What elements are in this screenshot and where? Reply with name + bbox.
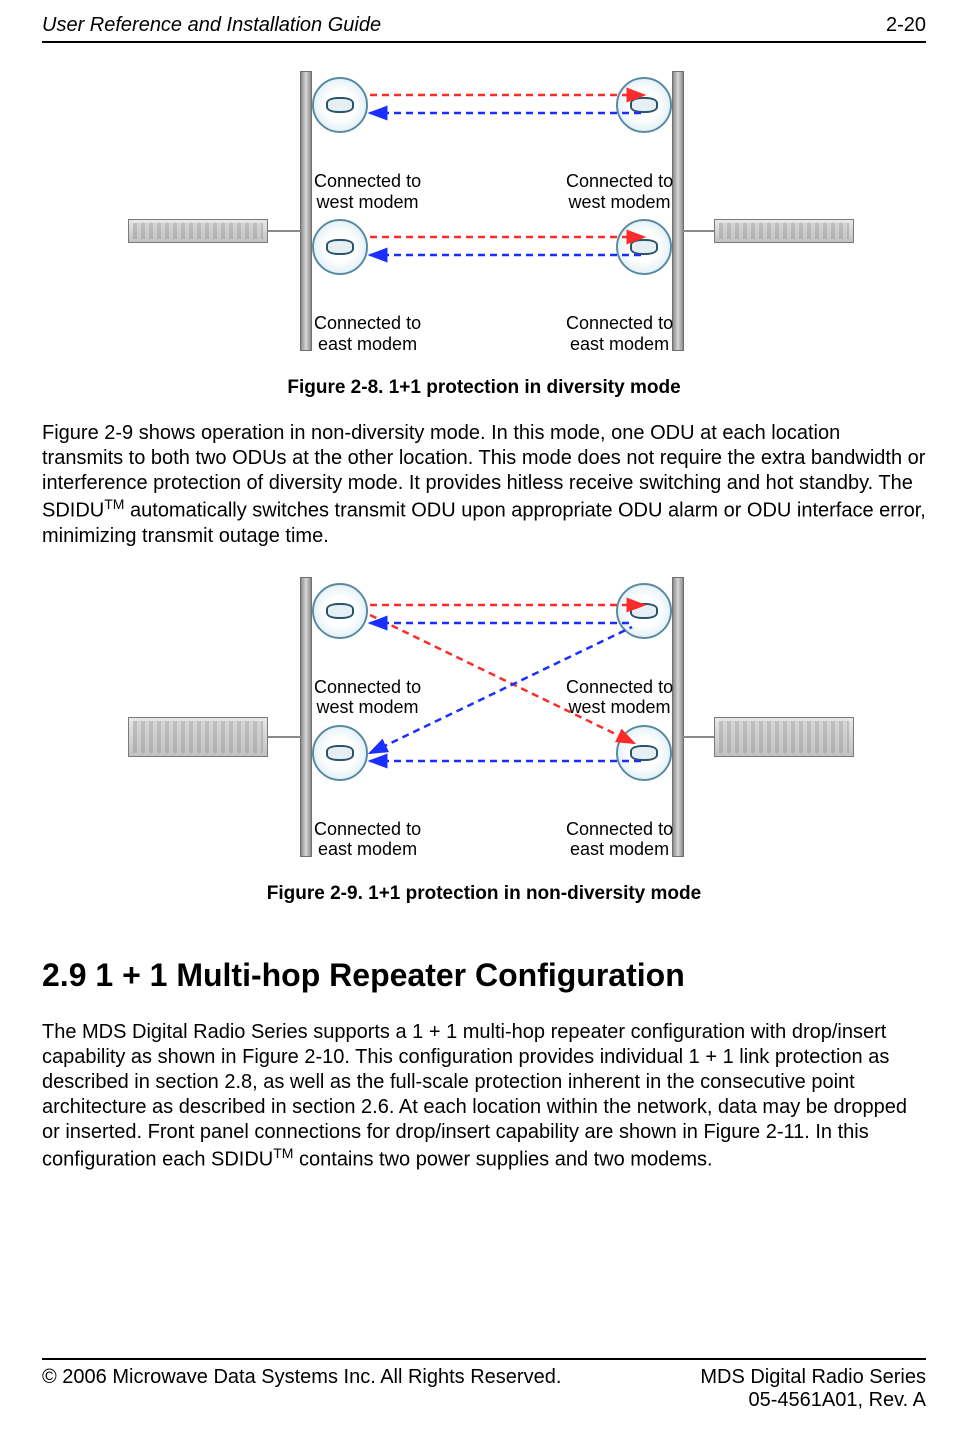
paragraph-1: Figure 2-9 shows operation in non-divers…	[42, 421, 926, 549]
paragraph-2b: contains two power supplies and two mode…	[293, 1148, 712, 1170]
label-tl2-line1: Connected to	[314, 677, 421, 697]
idu-left	[128, 219, 268, 243]
figure-2-8-caption: Figure 2-8. 1+1 protection in diversity …	[287, 377, 680, 399]
label-br2-line1: Connected to	[566, 819, 673, 839]
odu-bottom-right-2	[616, 725, 672, 781]
header-page-number: 2-20	[886, 14, 926, 37]
label-br-2: Connected to east modem	[566, 819, 673, 860]
odu-bottom-left	[312, 219, 368, 275]
idu-right	[714, 219, 854, 243]
label-tl-line1: Connected to	[314, 171, 421, 191]
header-title: User Reference and Installation Guide	[42, 14, 381, 37]
page-footer: © 2006 Microwave Data Systems Inc. All R…	[42, 1358, 926, 1412]
label-br-line2: east modem	[570, 334, 669, 354]
odu-top-left-2	[312, 583, 368, 639]
label-br2-line2: east modem	[570, 839, 669, 859]
pole-left	[300, 71, 312, 351]
figure-2-8-diagram: Connected to west modem Connected to wes…	[114, 61, 854, 361]
figure-2-9: Connected to west modem Connected to wes…	[42, 567, 926, 923]
pole-right-2	[672, 577, 684, 857]
idu-left-2	[128, 717, 268, 757]
paragraph-1b: automatically switches transmit ODU upon…	[42, 500, 926, 547]
paragraph-2-sup: TM	[273, 1145, 293, 1161]
label-tr-line2: west modem	[569, 192, 671, 212]
label-bl-line2: east modem	[318, 334, 417, 354]
footer-left: © 2006 Microwave Data Systems Inc. All R…	[42, 1366, 561, 1412]
label-bl2-line2: east modem	[318, 839, 417, 859]
label-bl-line1: Connected to	[314, 313, 421, 333]
paragraph-2: The MDS Digital Radio Series supports a …	[42, 1020, 926, 1173]
odu-bottom-right	[616, 219, 672, 275]
pole-left-2	[300, 577, 312, 857]
footer-right-line1: MDS Digital Radio Series	[700, 1366, 926, 1389]
pole-right	[672, 71, 684, 351]
label-bl: Connected to east modem	[314, 313, 421, 354]
diagram-lines	[114, 61, 854, 361]
odu-bottom-left-2	[312, 725, 368, 781]
label-br: Connected to east modem	[566, 313, 673, 354]
odu-top-left	[312, 77, 368, 133]
section-heading: 2.9 1 + 1 Multi-hop Repeater Configurati…	[42, 957, 926, 994]
label-tl2-line2: west modem	[317, 697, 419, 717]
idu-right-2	[714, 717, 854, 757]
figure-2-8: Connected to west modem Connected to wes…	[42, 61, 926, 417]
page-header: User Reference and Installation Guide 2-…	[42, 0, 926, 43]
label-tr2-line1: Connected to	[566, 677, 673, 697]
footer-right: MDS Digital Radio Series 05-4561A01, Rev…	[700, 1366, 926, 1412]
label-tl-line2: west modem	[317, 192, 419, 212]
figure-2-9-diagram: Connected to west modem Connected to wes…	[114, 567, 854, 867]
label-bl-2: Connected to east modem	[314, 819, 421, 860]
figure-2-9-caption: Figure 2-9. 1+1 protection in non-divers…	[267, 883, 701, 905]
label-tr-2: Connected to west modem	[566, 677, 673, 718]
label-tr: Connected to west modem	[566, 171, 673, 212]
paragraph-1-sup: TM	[104, 496, 124, 512]
odu-top-right	[616, 77, 672, 133]
label-tl-2: Connected to west modem	[314, 677, 421, 718]
odu-top-right-2	[616, 583, 672, 639]
label-br-line1: Connected to	[566, 313, 673, 333]
footer-right-line2: 05-4561A01, Rev. A	[700, 1389, 926, 1412]
label-tl: Connected to west modem	[314, 171, 421, 212]
label-tr-line1: Connected to	[566, 171, 673, 191]
label-tr2-line2: west modem	[569, 697, 671, 717]
label-bl2-line1: Connected to	[314, 819, 421, 839]
